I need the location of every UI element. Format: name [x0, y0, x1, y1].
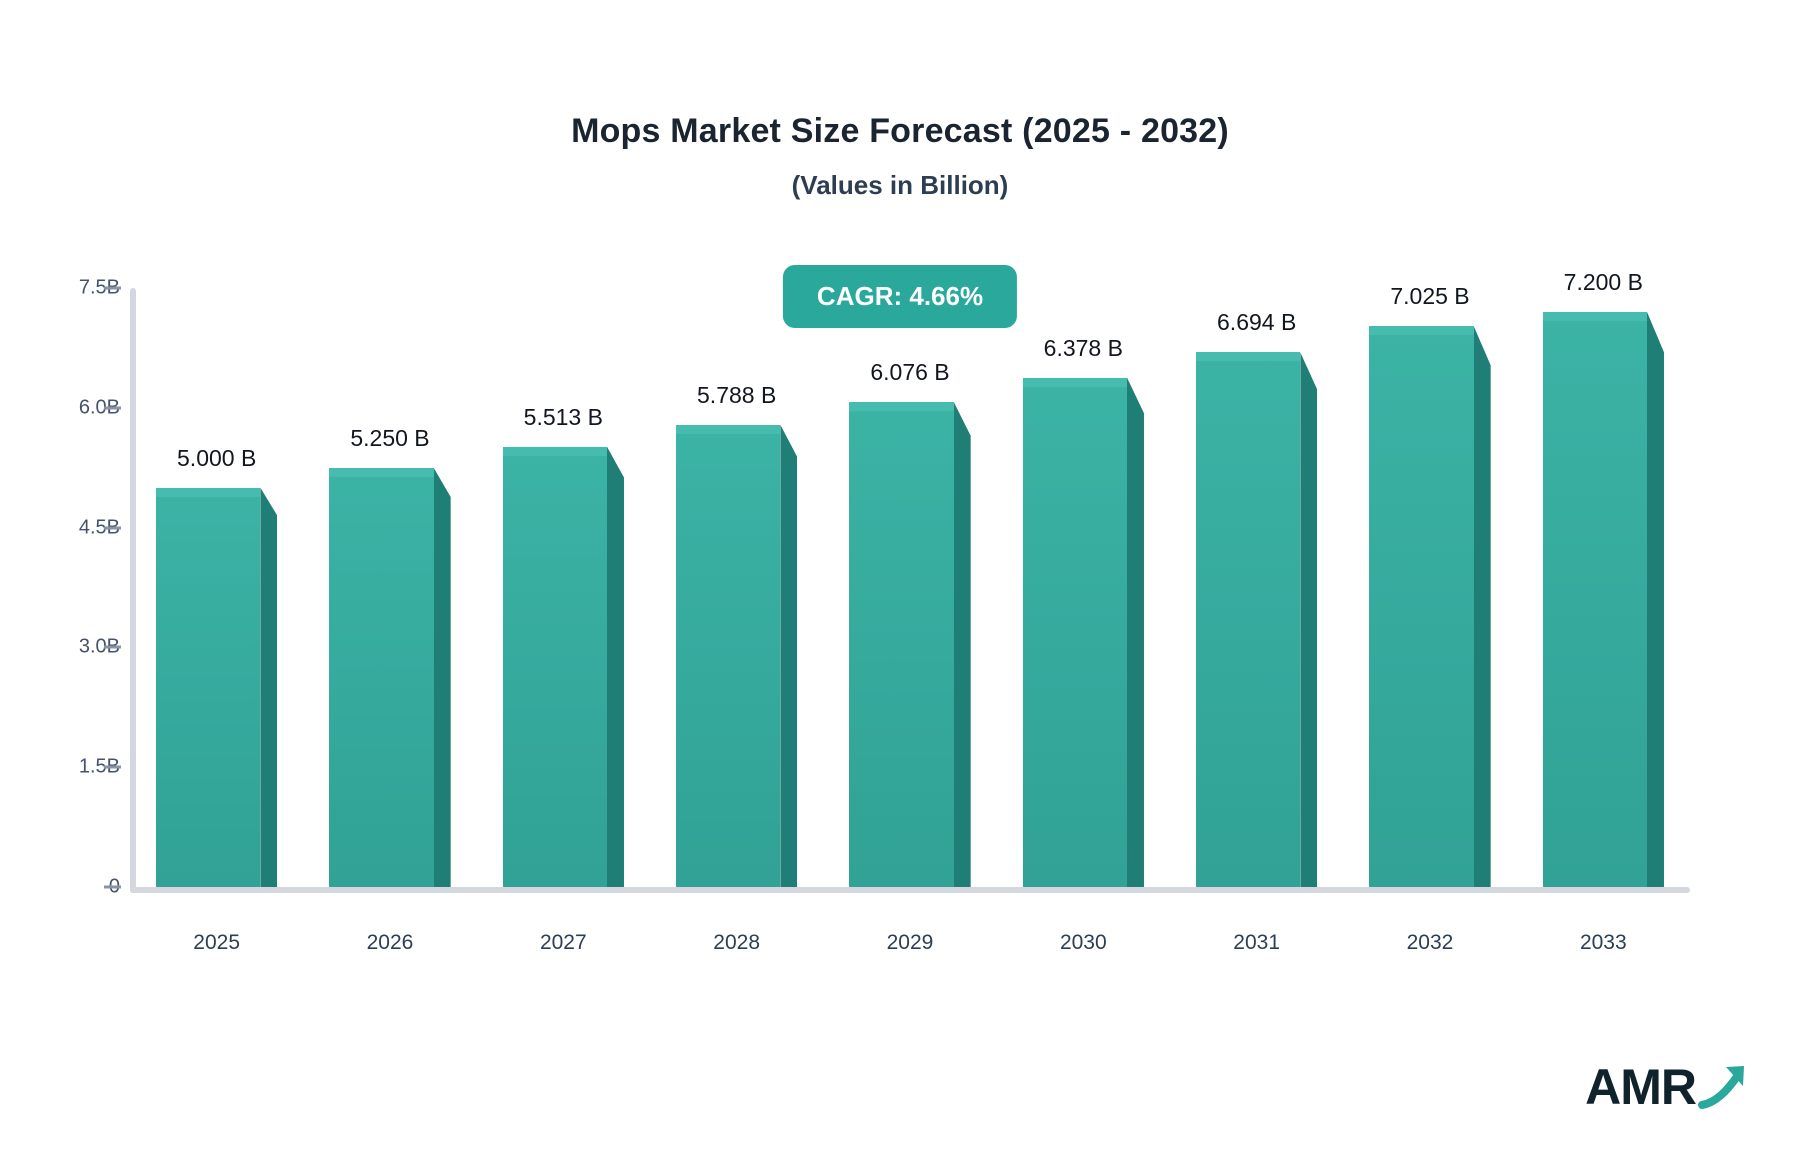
- y-axis-tick-label: 6.0B: [78, 396, 120, 419]
- y-axis-tick-label: 7.5B: [78, 276, 120, 299]
- y-axis-tick-mark: [104, 765, 121, 769]
- x-axis-tick-label: 2033: [1579, 931, 1627, 954]
- bar-face: [849, 401, 954, 887]
- bar-side-shadow: [260, 487, 278, 887]
- growth-arrow-icon: [1698, 1061, 1752, 1118]
- bar-top-edge: [1196, 352, 1301, 362]
- bar-value-label: 7.025 B: [1390, 282, 1470, 309]
- y-axis-tick-mark: [104, 885, 121, 889]
- bar-side-shadow: [1127, 377, 1144, 887]
- bar-slot[interactable]: 5.250 B 2026: [329, 288, 451, 954]
- x-axis-tick-label: 2028: [713, 931, 761, 954]
- x-axis-tick-label: 2030: [1059, 931, 1107, 954]
- chart-subtitle: (Values in Billion): [791, 170, 1009, 200]
- bar-side-shadow: [1473, 325, 1491, 887]
- bar-top-edge: [676, 424, 781, 434]
- y-axis-tick-label: 3.0B: [78, 635, 120, 658]
- bar-value-label: 5.788 B: [697, 381, 777, 408]
- bar-side-shadow: [1300, 352, 1318, 887]
- y-axis-tick-label: 1.5B: [78, 755, 120, 778]
- bar-value-label: 7.200 B: [1563, 268, 1643, 295]
- bar-face: [1369, 325, 1474, 887]
- bar-slot[interactable]: 6.378 B 2030: [1022, 288, 1144, 954]
- bar-side-shadow: [953, 401, 971, 887]
- bar-slot[interactable]: 7.200 B 2033: [1542, 269, 1664, 954]
- bar-top-edge: [849, 401, 954, 411]
- bar-slot[interactable]: 5.788 B 2028: [676, 288, 798, 954]
- amr-logo: AMR: [1585, 1055, 1752, 1118]
- x-axis-tick-label: 2027: [539, 931, 587, 954]
- bar[interactable]: [676, 424, 798, 887]
- bar-top-edge: [1022, 377, 1127, 387]
- bar[interactable]: [849, 401, 971, 887]
- bar-top-edge: [1542, 311, 1647, 321]
- bar-face: [502, 446, 607, 887]
- bar[interactable]: [1542, 311, 1664, 887]
- bar-slot[interactable]: 7.025 B 2032: [1369, 283, 1491, 954]
- bar-side-shadow: [780, 424, 798, 887]
- bar-side-shadow: [433, 467, 451, 887]
- bar-top-edge: [1369, 325, 1474, 335]
- y-axis-line: [130, 288, 136, 893]
- y-axis-tick-mark: [104, 286, 121, 290]
- x-axis-tick-label: 2031: [1233, 931, 1281, 954]
- bar[interactable]: [1196, 352, 1318, 887]
- x-axis-tick-label: 2032: [1406, 931, 1454, 954]
- y-axis-tick-label: 4.5B: [78, 516, 120, 539]
- x-axis-tick-label: 2025: [193, 931, 241, 954]
- bar[interactable]: [156, 487, 278, 887]
- bar[interactable]: [502, 446, 624, 887]
- bar-face: [329, 467, 434, 887]
- bar[interactable]: [1022, 377, 1144, 887]
- bar-slot[interactable]: 6.694 B 2031: [1196, 288, 1318, 954]
- bar-value-label: 5.513 B: [523, 403, 603, 430]
- cagr-badge: CAGR: 4.66%: [782, 265, 1018, 328]
- bar-value-label: 6.694 B: [1217, 309, 1297, 336]
- bar-side-shadow: [1647, 311, 1664, 887]
- x-axis-tick-label: 2026: [366, 931, 414, 954]
- bar-value-label: 6.378 B: [1043, 334, 1123, 361]
- bar-face: [1196, 352, 1301, 887]
- bar-value-label: 5.250 B: [350, 424, 430, 451]
- bar-slot[interactable]: 5.000 B 2025: [156, 288, 278, 954]
- bar-face: [1022, 377, 1127, 887]
- bar-value-label: 5.000 B: [177, 444, 257, 471]
- bar-slot[interactable]: 6.076 B 2029: [849, 288, 971, 954]
- bar-face: [156, 487, 261, 887]
- y-axis-tick-mark: [104, 645, 121, 649]
- bar-face: [1542, 311, 1647, 887]
- logo-text: AMR: [1585, 1058, 1697, 1115]
- bar-side-shadow: [607, 446, 624, 887]
- y-axis-tick-mark: [104, 406, 121, 410]
- x-axis-line: [130, 887, 1690, 893]
- bar[interactable]: [1369, 325, 1491, 887]
- bar-face: [676, 424, 781, 887]
- x-axis-tick-label: 2029: [886, 931, 934, 954]
- bar-value-label: 6.076 B: [870, 358, 950, 385]
- bar-top-edge: [502, 446, 607, 456]
- y-axis-tick-mark: [104, 526, 121, 530]
- bar-top-edge: [329, 467, 434, 477]
- bar-slot[interactable]: 5.513 B 2027: [502, 288, 624, 954]
- chart-title: Mops Market Size Forecast (2025 - 2032): [571, 112, 1229, 150]
- bar-series: 5.000 B 2025 5.250 B 2026 5.513 B 2027 5.788 B…: [130, 269, 1690, 954]
- bar[interactable]: [329, 467, 451, 887]
- bar-top-edge: [156, 487, 261, 497]
